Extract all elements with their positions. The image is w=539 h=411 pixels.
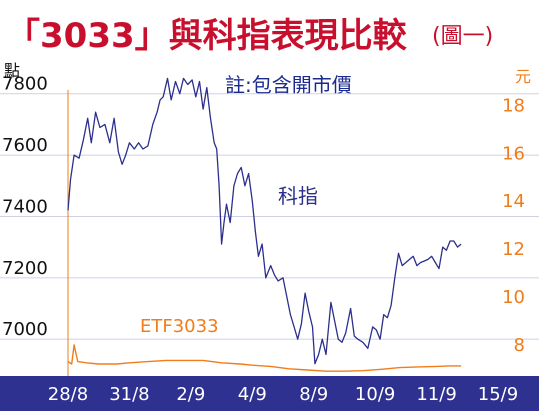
x-tick-label: 28/8: [48, 384, 88, 405]
chart-note: 註:包含開市價: [225, 73, 352, 97]
right-tick-label: 16: [502, 143, 525, 164]
series-line-etf: [67, 344, 462, 372]
left-tick-labels: 7000 7200 7400 7600 7800: [2, 74, 48, 340]
x-tick-labels: 28/8 31/8 2/9 4/9 8/9 10/9 11/9 15/9: [48, 384, 518, 405]
left-tick-label: 7200: [2, 258, 48, 279]
grid-layer: [0, 90, 539, 376]
right-tick-label: 12: [502, 239, 525, 260]
x-tick-label: 4/9: [238, 384, 267, 405]
chart-subtitle: (圖一): [432, 24, 494, 49]
left-tick-label: 7800: [2, 74, 48, 95]
x-tick-label: 11/9: [416, 384, 456, 405]
series-line-index: [67, 77, 462, 365]
x-tick-label: 2/9: [176, 384, 205, 405]
x-tick-label: 10/9: [355, 384, 395, 405]
series-label-index: 科指: [278, 184, 318, 208]
right-tick-labels: 8 10 12 14 16 18: [502, 95, 525, 355]
left-tick-label: 7600: [2, 135, 48, 156]
series-label-etf: ETF3033: [140, 316, 219, 337]
left-axis-unit: 點: [4, 61, 20, 80]
chart-svg: 點 元 註:包含開市價 7000 7200 7400 7600 7800 8 10 12 14…: [0, 61, 539, 411]
series-layer: [67, 77, 462, 372]
right-tick-label: 14: [502, 191, 525, 212]
title-bar: 「3033」與科指表現比較 (圖一): [0, 0, 539, 60]
x-tick-label: 31/8: [109, 384, 149, 405]
series-labels: 科指 ETF3033: [140, 184, 318, 337]
right-tick-label: 10: [502, 287, 525, 308]
x-tick-label: 15/9: [478, 384, 518, 405]
left-tick-label: 7400: [2, 196, 48, 217]
x-tick-label: 8/9: [299, 384, 328, 405]
right-tick-label: 8: [514, 335, 525, 356]
chart-title: 「3033」與科指表現比較: [6, 16, 407, 56]
x-axis-bar: [0, 376, 539, 411]
left-tick-label: 7000: [2, 319, 48, 340]
right-tick-label: 18: [502, 95, 525, 116]
right-axis-unit: 元: [515, 67, 531, 86]
